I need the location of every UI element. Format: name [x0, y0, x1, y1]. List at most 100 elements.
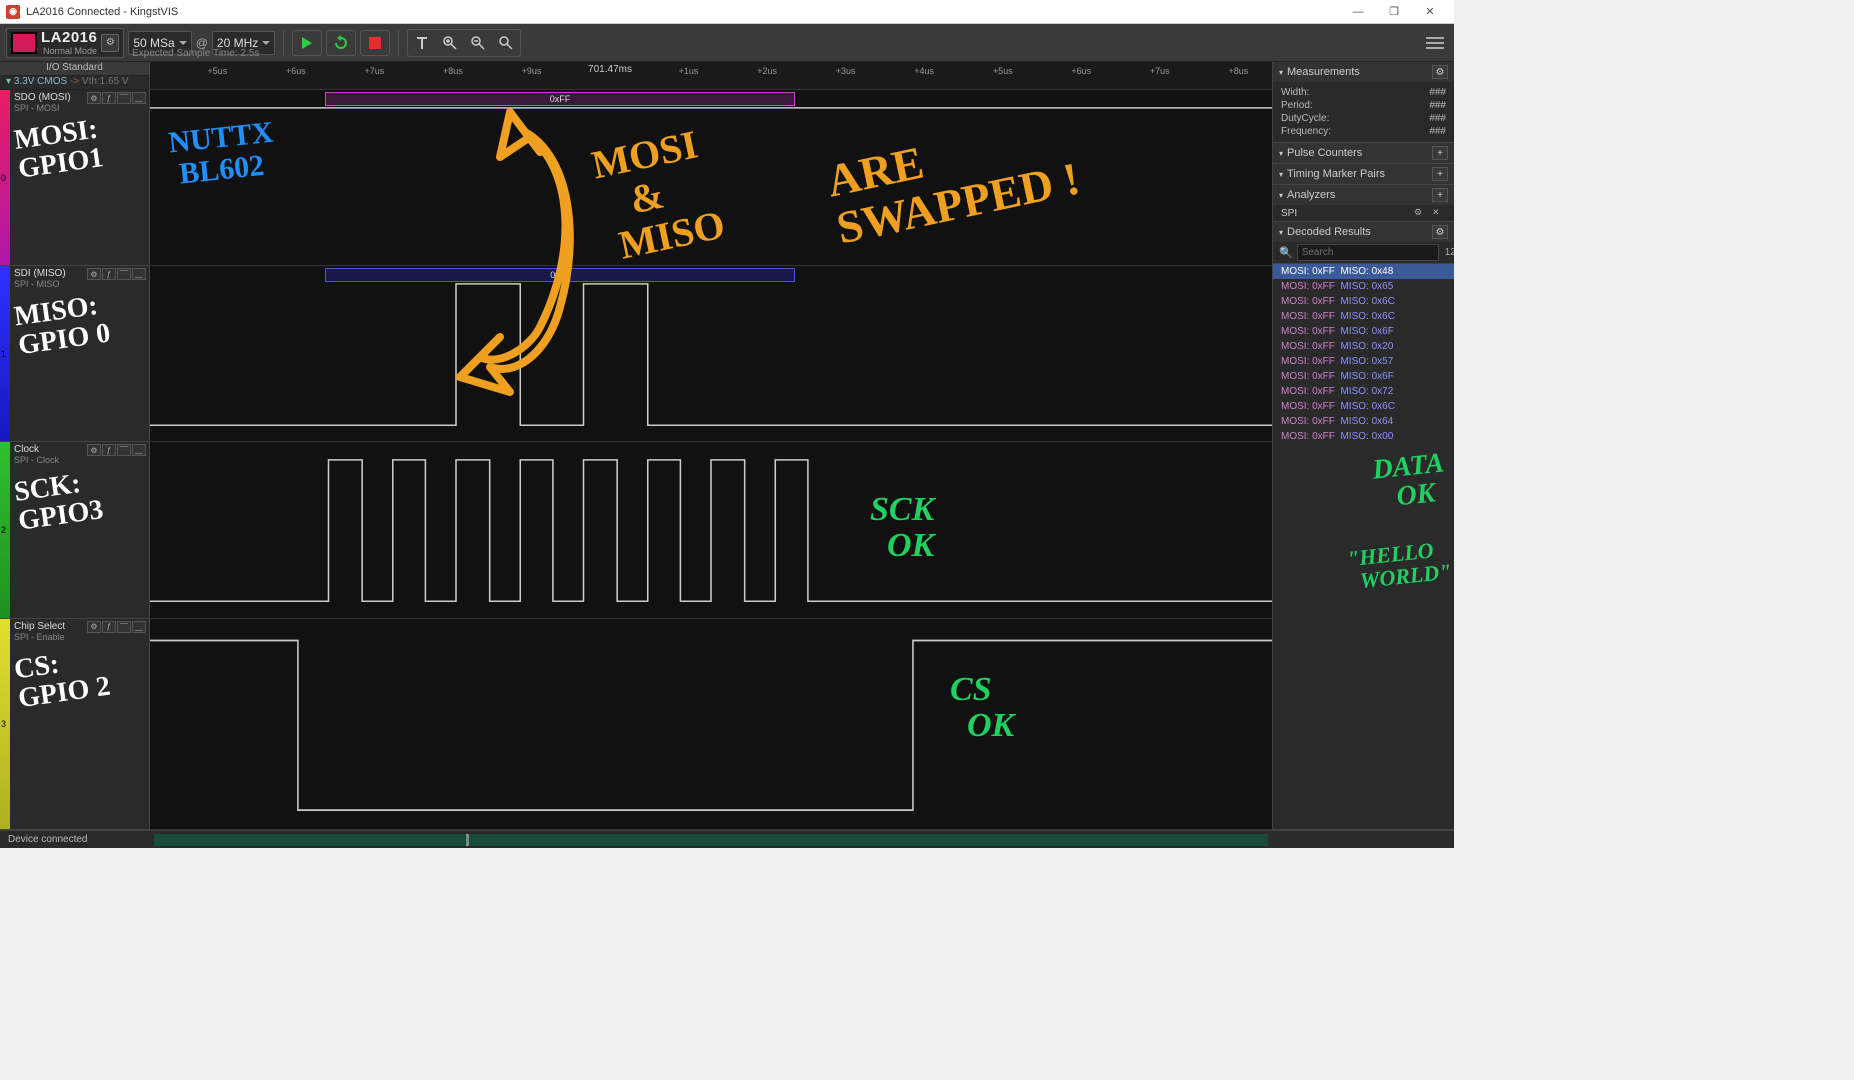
- zoom-tools: [407, 29, 521, 57]
- close-button[interactable]: ✕: [1412, 1, 1448, 23]
- handwritten-swap-arrow: [430, 107, 590, 407]
- wave-row-miso: 0x48: [150, 266, 1272, 442]
- stop-button[interactable]: [360, 30, 390, 56]
- hamburger-menu[interactable]: [1422, 30, 1448, 56]
- channel-sidebar: I/O Standard ▾ 3.3V CMOS -> Vth:1.65 V 0…: [0, 62, 150, 830]
- ruler-tick: +6us: [1071, 66, 1091, 76]
- measurement-row: DutyCycle:###: [1281, 112, 1446, 125]
- channel-settings-button[interactable]: ⚙: [87, 92, 101, 104]
- analyzers-add-button[interactable]: +: [1432, 188, 1448, 202]
- decoded-result-row[interactable]: MOSI: 0xFF MISO: 0x48: [1273, 264, 1454, 279]
- channel-trigger-high[interactable]: ⎺: [117, 92, 131, 104]
- decoded-result-row[interactable]: MOSI: 0xFF MISO: 0x72: [1273, 384, 1454, 399]
- decoded-result-row[interactable]: MOSI: 0xFF MISO: 0x20: [1273, 339, 1454, 354]
- channel-trigger-rising[interactable]: ƒ: [102, 444, 116, 456]
- channel-3[interactable]: 3 Chip Select SPI - Enable ⚙ ƒ ⎺ ⎽ CS: G…: [0, 619, 149, 830]
- maximize-button[interactable]: ❐: [1376, 1, 1412, 23]
- device-settings-button[interactable]: ⚙: [101, 34, 119, 52]
- handwritten-label: MOSI: GPIO1: [12, 114, 105, 184]
- pulse-add-button[interactable]: +: [1432, 146, 1448, 160]
- zoom-fit-button[interactable]: [493, 31, 519, 55]
- decoded-results-header[interactable]: ▾Decoded Results ⚙: [1273, 222, 1454, 242]
- overview-scrollbar[interactable]: [154, 834, 1268, 846]
- timing-add-button[interactable]: +: [1432, 167, 1448, 181]
- decoded-title: Decoded Results: [1287, 226, 1371, 238]
- decoded-result-row[interactable]: MOSI: 0xFF MISO: 0x65: [1273, 279, 1454, 294]
- analyzers-header[interactable]: ▾Analyzers +: [1273, 185, 1454, 205]
- channel-trigger-high[interactable]: ⎺: [117, 444, 131, 456]
- ruler-tick: +8us: [443, 66, 463, 76]
- wave-row-mosi: 0xFF: [150, 90, 1272, 266]
- device-mode: Normal Mode: [43, 46, 97, 56]
- decoded-result-row[interactable]: MOSI: 0xFF MISO: 0x57: [1273, 354, 1454, 369]
- channel-trigger-rising[interactable]: ƒ: [102, 92, 116, 104]
- channel-settings-button[interactable]: ⚙: [87, 621, 101, 633]
- device-selector[interactable]: LA2016 Normal Mode ⚙: [6, 28, 124, 58]
- channel-1[interactable]: 1 SDI (MISO) SPI - MISO ⚙ ƒ ⎺ ⎽ MISO: GP…: [0, 266, 149, 442]
- decoded-result-row[interactable]: MOSI: 0xFF MISO: 0x6C: [1273, 294, 1454, 309]
- measurements-title: Measurements: [1287, 66, 1360, 78]
- measurement-row: Frequency:###: [1281, 125, 1446, 138]
- ruler-tick: +1us: [679, 66, 699, 76]
- analyzer-remove-button[interactable]: ✕: [1432, 207, 1446, 219]
- channel-trigger-low[interactable]: ⎽: [132, 92, 146, 104]
- handwritten-label: SCK: GPIO3: [12, 467, 105, 537]
- status-text: Device connected: [0, 834, 150, 845]
- ruler-tick: +8us: [1228, 66, 1248, 76]
- channel-index: 3: [1, 719, 6, 729]
- minimize-button[interactable]: —: [1340, 1, 1376, 23]
- channel-2[interactable]: 2 Clock SPI - Clock ⚙ ƒ ⎺ ⎽ SCK: GPIO3: [0, 442, 149, 618]
- channel-trigger-low[interactable]: ⎽: [132, 621, 146, 633]
- loop-button[interactable]: [326, 30, 356, 56]
- zoom-in-button[interactable]: [437, 31, 463, 55]
- measurements-settings-button[interactable]: ⚙: [1432, 65, 1448, 79]
- waveform-area[interactable]: +5us+6us+7us+8us+9us+1us+2us+3us+4us+5us…: [150, 62, 1272, 830]
- channel-trigger-low[interactable]: ⎽: [132, 444, 146, 456]
- window-titlebar: ◉ LA2016 Connected - KingstVIS — ❐ ✕: [0, 0, 1454, 24]
- channel-0[interactable]: 0 SDO (MOSI) SPI - MOSI ⚙ ƒ ⎺ ⎽ MOSI: GP…: [0, 90, 149, 266]
- decoded-result-row[interactable]: MOSI: 0xFF MISO: 0x64: [1273, 414, 1454, 429]
- device-name: LA2016: [41, 29, 97, 46]
- channel-role: SPI - MOSI: [14, 103, 145, 113]
- decoded-settings-button[interactable]: ⚙: [1432, 225, 1448, 239]
- channel-trigger-low[interactable]: ⎽: [132, 268, 146, 280]
- ruler-tick: +2us: [757, 66, 777, 76]
- channel-role: SPI - Clock: [14, 455, 145, 465]
- decoded-results-list[interactable]: MOSI: 0xFF MISO: 0x48MOSI: 0xFF MISO: 0x…: [1273, 264, 1454, 829]
- app-icon: ◉: [6, 5, 20, 19]
- channel-trigger-rising[interactable]: ƒ: [102, 268, 116, 280]
- timing-pairs-header[interactable]: ▾Timing Marker Pairs +: [1273, 164, 1454, 184]
- channel-index: 2: [1, 525, 6, 535]
- decoded-result-row[interactable]: MOSI: 0xFF MISO: 0x6C: [1273, 399, 1454, 414]
- channel-settings-button[interactable]: ⚙: [87, 268, 101, 280]
- voltage-threshold[interactable]: ▾ 3.3V CMOS -> Vth:1.65 V: [0, 76, 149, 90]
- decoded-search-input[interactable]: [1297, 244, 1439, 261]
- timing-title: Timing Marker Pairs: [1287, 168, 1385, 180]
- pulse-counters-header[interactable]: ▾Pulse Counters +: [1273, 143, 1454, 163]
- channel-trigger-rising[interactable]: ƒ: [102, 621, 116, 633]
- analyzer-settings-button[interactable]: ⚙: [1414, 207, 1428, 219]
- channel-trigger-high[interactable]: ⎺: [117, 268, 131, 280]
- chevron-down-icon: [262, 39, 270, 47]
- run-button[interactable]: [292, 30, 322, 56]
- decoded-result-row[interactable]: MOSI: 0xFF MISO: 0x00: [1273, 429, 1454, 444]
- decoded-result-row[interactable]: MOSI: 0xFF MISO: 0x6C: [1273, 309, 1454, 324]
- zoom-out-button[interactable]: [465, 31, 491, 55]
- time-ruler[interactable]: +5us+6us+7us+8us+9us+1us+2us+3us+4us+5us…: [150, 62, 1272, 90]
- analyzer-spi[interactable]: SPI ⚙ ✕: [1273, 205, 1454, 221]
- channel-role: SPI - Enable: [14, 632, 145, 642]
- decoded-result-row[interactable]: MOSI: 0xFF MISO: 0x6F: [1273, 369, 1454, 384]
- ruler-tick: +9us: [522, 66, 542, 76]
- measurement-row: Period:###: [1281, 99, 1446, 112]
- analyzer-name: SPI: [1281, 208, 1297, 219]
- channel-trigger-high[interactable]: ⎺: [117, 621, 131, 633]
- handwritten-label: CS: GPIO 2: [12, 643, 112, 714]
- channel-settings-button[interactable]: ⚙: [87, 444, 101, 456]
- wave-row-cs: [150, 619, 1272, 830]
- ruler-tick: +7us: [365, 66, 385, 76]
- chevron-down-icon: [179, 39, 187, 47]
- io-standard-header[interactable]: I/O Standard: [0, 62, 149, 76]
- measurements-header[interactable]: ▾Measurements ⚙: [1273, 62, 1454, 82]
- decoded-result-row[interactable]: MOSI: 0xFF MISO: 0x6F: [1273, 324, 1454, 339]
- text-cursor-button[interactable]: [409, 31, 435, 55]
